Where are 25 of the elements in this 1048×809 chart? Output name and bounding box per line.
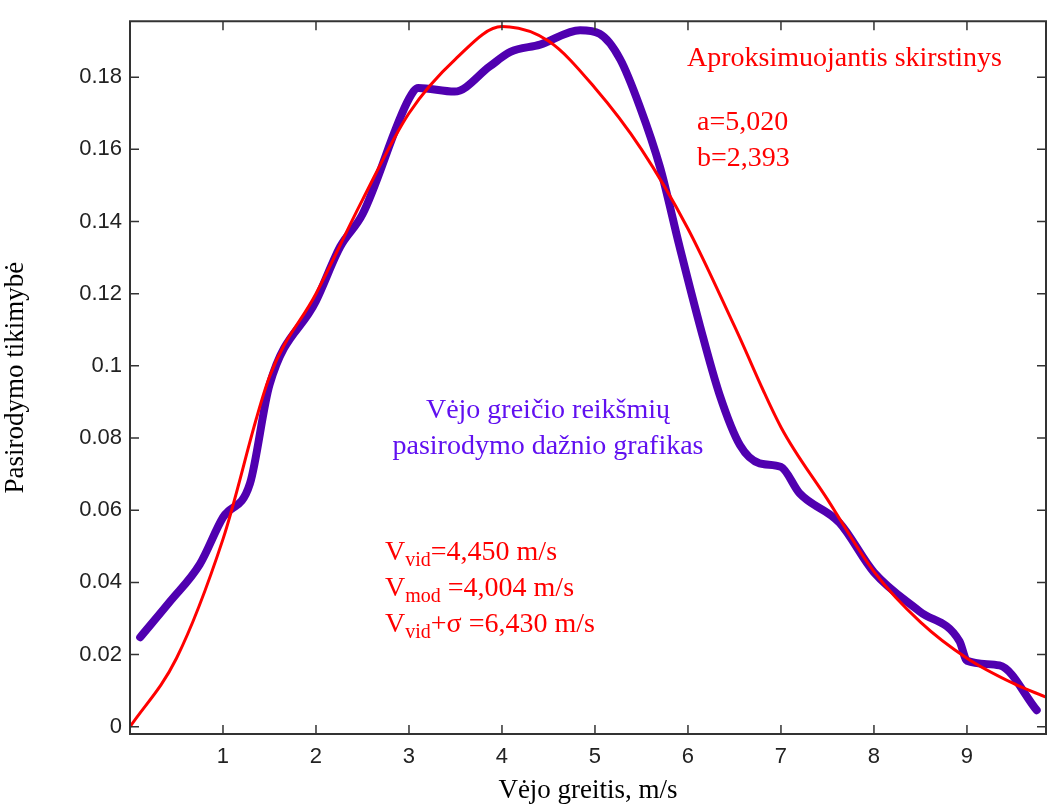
y-axis-title: Pasirodymo tikimybė bbox=[0, 261, 30, 494]
y-tick-label: 0 bbox=[109, 712, 122, 738]
x-tick-label: 6 bbox=[681, 743, 695, 769]
y-tick-label: 0.02 bbox=[79, 640, 122, 666]
x-tick-label: 1 bbox=[216, 743, 230, 769]
y-tick-label: 0.18 bbox=[79, 63, 122, 89]
text: Aproksimuojantis skirstinys bbox=[686, 41, 1002, 72]
x-tick-label: 8 bbox=[867, 743, 881, 769]
x-tick-label: 7 bbox=[774, 743, 788, 769]
x-tick-label: 2 bbox=[309, 743, 323, 769]
x-tick-label: 4 bbox=[495, 743, 509, 769]
y-tick-label: 0.1 bbox=[91, 351, 122, 377]
x-tick-label: 9 bbox=[960, 743, 974, 769]
x-tick-label: 5 bbox=[588, 743, 602, 769]
annotation: a=5,020 bbox=[697, 105, 789, 136]
y-tick-label: 0.12 bbox=[79, 279, 122, 305]
y-tick-label: 0.06 bbox=[79, 496, 122, 522]
y-tick-label: 0.08 bbox=[79, 424, 122, 450]
annotation: b=2,393 bbox=[697, 141, 790, 172]
y-tick-label: 0.04 bbox=[79, 568, 122, 594]
y-tick-label: 0.16 bbox=[79, 135, 122, 161]
x-axis-title: Vėjo greitis, m/s bbox=[498, 773, 678, 804]
y-tick-label: 0.14 bbox=[79, 207, 122, 233]
series-label: Vėjo greičio reikšmių pasirodymo dažnio grafikas bbox=[392, 393, 704, 460]
x-tick-label: 3 bbox=[402, 743, 416, 769]
